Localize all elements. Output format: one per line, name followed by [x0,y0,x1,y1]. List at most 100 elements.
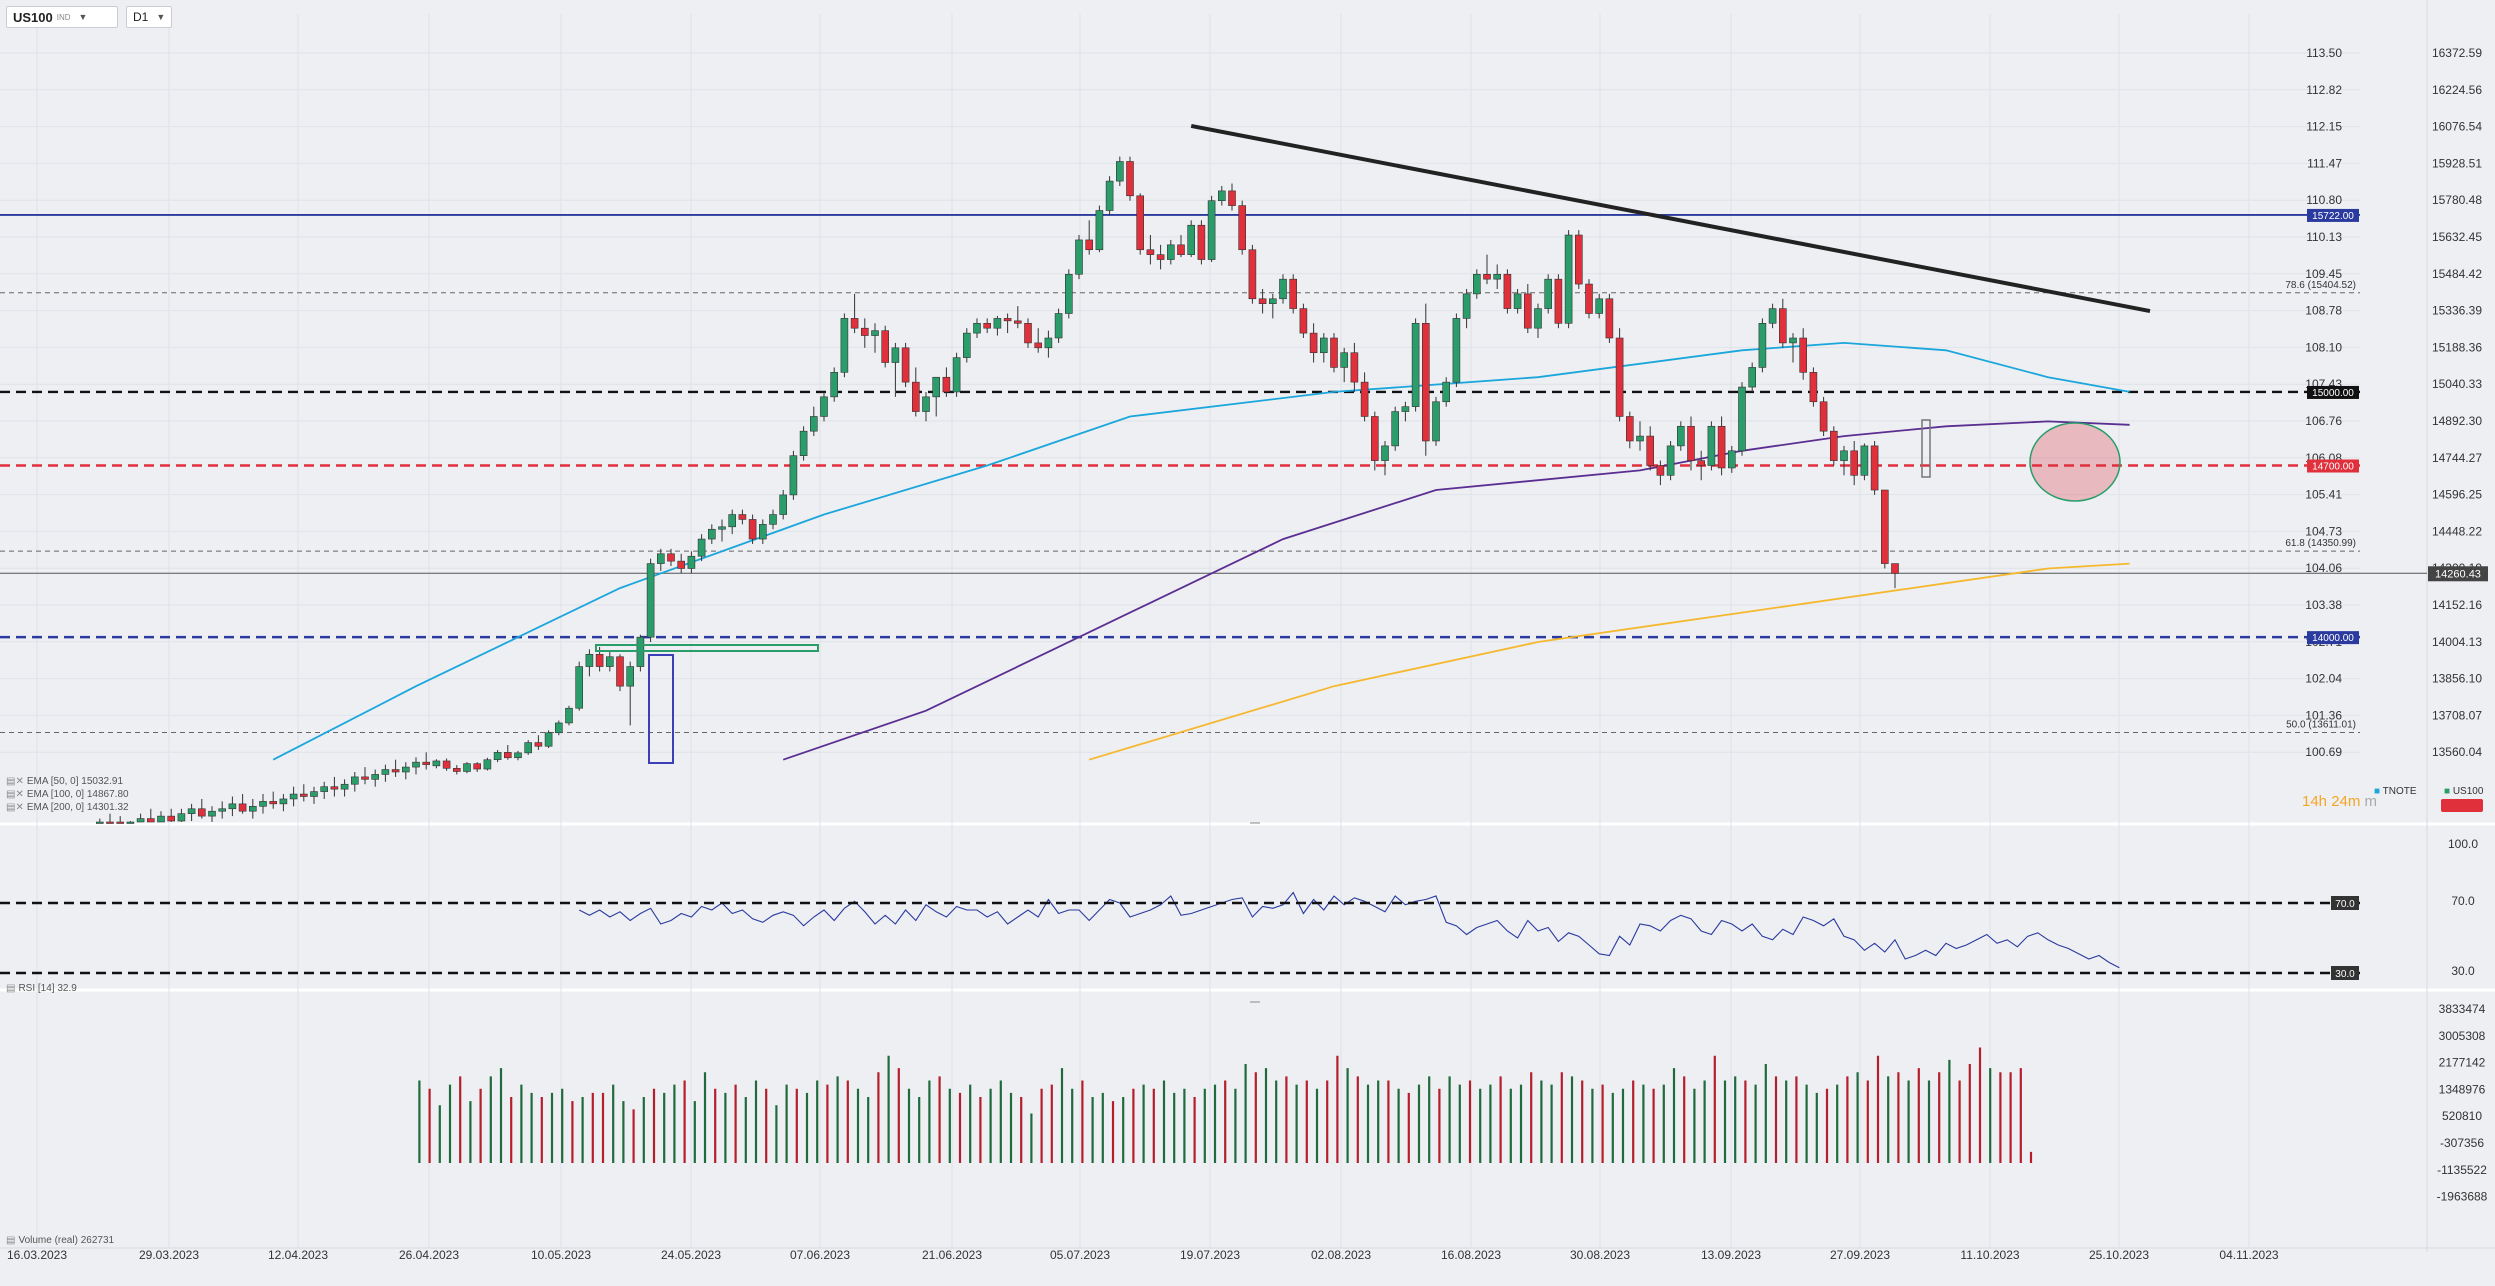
date-tick-label: 02.08.2023 [1311,1248,1371,1262]
bearish-candle [238,803,247,812]
annotation-box [595,644,819,652]
bullish-candle [228,803,237,810]
price-tick-label: 14152.16 [2432,598,2482,612]
secondary-price-tick: 108.10 [2305,340,2342,354]
volume-legend[interactable]: ▤ Volume (real) 262731 [6,1235,115,1246]
bullish-candle [412,761,420,768]
bearish-candle [1238,205,1246,251]
secondary-price-tick: 106.76 [2305,414,2342,428]
us100-marker-icon: ■ [2444,786,2453,797]
bullish-candle [1411,322,1420,407]
close-icon[interactable]: ▤ [6,983,16,994]
bullish-candle [157,815,165,823]
price-tick-label: 15336.39 [2432,304,2482,318]
bearish-candle [1697,460,1705,466]
volume-tick-label: 2177142 [2439,1056,2486,1070]
bullish-candle [259,801,267,807]
bullish-candle [320,786,329,792]
bullish-candle [779,494,788,515]
ema50-line [272,341,2130,761]
bullish-candle [830,372,839,398]
key-level-badge [2307,208,2359,222]
bearish-candle [1575,234,1583,285]
bearish-candle [942,376,951,393]
close-icon[interactable]: ▤✕ [6,802,24,813]
ema200-legend[interactable]: ▤✕ EMA [200, 0] 14301.32 [6,802,129,813]
current-price-label: 14260.43 [2435,568,2481,580]
highlight-ellipse [2029,422,2121,502]
bullish-candle [1116,161,1124,182]
symbol-selector[interactable]: US100 IND ▼ [6,6,118,28]
close-icon[interactable]: ▤✕ [6,789,24,800]
timeframe-selector[interactable]: D1 ▼ [126,6,172,28]
us100-color-swatch[interactable] [2441,799,2483,812]
secondary-price-tick: 108.78 [2305,304,2342,318]
bearish-candle [1289,278,1297,309]
bearish-candle [1126,161,1134,197]
source-us100[interactable]: ■ US100 [2444,786,2484,797]
bearish-candle [422,761,431,765]
bullish-candle [126,821,135,824]
bullish-candle [922,396,930,412]
bullish-candle [401,766,410,773]
ema50-legend[interactable]: ▤✕ EMA [50, 0] 15032.91 [6,776,124,787]
chevron-down-icon: ▼ [156,12,166,22]
bullish-candle [1381,445,1389,461]
bullish-candle [554,722,563,734]
bearish-candle [1656,465,1665,476]
secondary-price-tick: 110.13 [2306,230,2342,244]
bullish-candle [1340,352,1348,368]
bullish-candle [1860,445,1869,476]
bullish-candle [707,528,716,540]
bullish-candle [1187,224,1195,255]
bearish-candle [503,752,512,759]
bearish-candle [1024,322,1032,344]
bearish-candle [1309,332,1318,354]
bullish-candle [249,806,257,812]
timeframe-label: D1 [133,10,149,24]
rsi-legend[interactable]: ▤ RSI [14] 32.9 [6,983,77,994]
bullish-candle [973,322,981,334]
rsi-line [578,891,2120,969]
bullish-candle [1401,406,1410,412]
bearish-candle [1585,283,1593,314]
rsi-level-badge [2331,896,2359,910]
rsi-tick-label: 100.0 [2448,837,2478,851]
date-tick-label: 12.04.2023 [268,1248,328,1262]
bullish-candle [1167,244,1175,260]
price-tick-label: 14448.22 [2432,524,2482,538]
bullish-candle [718,526,726,530]
price-tick-label: 16224.56 [2432,83,2482,97]
bearish-candle [1422,322,1430,442]
close-icon[interactable]: ▤ [6,1235,16,1246]
bullish-candle [371,774,380,780]
bearish-candle [595,653,604,667]
date-tick-label: 24.05.2023 [661,1248,721,1262]
bullish-candle [136,818,145,823]
secondary-price-tick: 100.69 [2305,745,2342,759]
bullish-candle [656,553,665,564]
key-level-badge [2307,459,2359,473]
bearish-candle [850,318,859,329]
bullish-candle [1493,273,1501,280]
close-icon[interactable]: ▤✕ [6,776,24,787]
bearish-candle [667,553,675,562]
bullish-candle [1442,381,1450,403]
bullish-candle [809,416,818,432]
ema100-legend[interactable]: ▤✕ EMA [100, 0] 14867.80 [6,789,129,800]
chevron-down-icon: ▼ [78,12,88,22]
key-level-label: 15000.00 [2312,388,2354,399]
bullish-candle [575,666,584,709]
secondary-price-tick: 101.36 [2305,708,2342,722]
annotation-box [1921,419,1931,478]
bullish-candle [1320,337,1328,354]
bullish-candle [1707,425,1716,466]
rsi-level-badge [2331,966,2359,980]
secondary-price-tick: 112.82 [2306,83,2342,97]
source-tnote[interactable]: ■ TNOTE [2374,786,2417,797]
bullish-candle [177,813,186,822]
bullish-candle [871,330,879,336]
bullish-candle [1279,278,1287,300]
bearish-candle [881,330,890,363]
